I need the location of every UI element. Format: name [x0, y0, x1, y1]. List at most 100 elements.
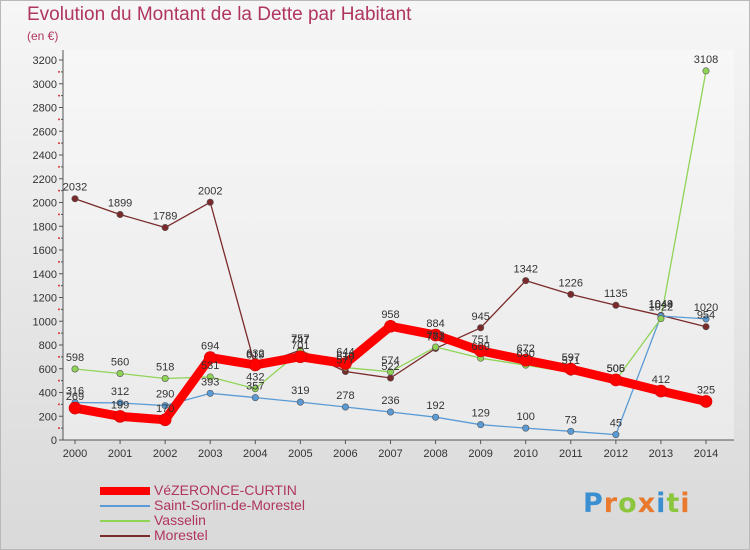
legend-label: Saint-Sorlin-de-Morestel [154, 497, 305, 513]
series-point-0 [68, 401, 82, 415]
series-point-0 [609, 373, 623, 387]
series-point-1 [702, 315, 710, 323]
y-minor-dot [58, 142, 60, 145]
y-minor-dot [58, 118, 60, 121]
data-label: 1022 [649, 302, 673, 314]
data-label: 531 [201, 360, 219, 372]
data-label: 632 [246, 348, 264, 360]
data-label: 1342 [513, 264, 537, 276]
proxiti-logo: Proxiti [583, 488, 691, 519]
y-minor-dot [58, 260, 60, 263]
series-point-1 [522, 424, 530, 432]
series-point-3 [702, 323, 710, 331]
series-point-3 [522, 277, 530, 285]
data-label: 694 [201, 341, 219, 353]
data-label: 597 [562, 352, 580, 364]
series-point-0 [474, 344, 487, 358]
series-point-2 [161, 374, 169, 382]
y-minor-dot [58, 284, 60, 287]
data-label: 1226 [559, 277, 583, 289]
data-label: 757 [291, 333, 309, 345]
y-minor-dot [58, 403, 60, 406]
data-label: 783 [426, 330, 444, 342]
data-label: 3108 [694, 54, 718, 66]
series-point-0 [339, 357, 352, 370]
y-minor-dot [58, 213, 60, 216]
x-tick-label: 2010 [513, 448, 537, 460]
data-label: 619 [246, 349, 264, 361]
series-point-2 [251, 385, 259, 393]
data-label: 945 [471, 311, 489, 323]
y-minor-dot [58, 427, 60, 430]
y-minor-dot [58, 379, 60, 382]
series-point-2 [116, 369, 124, 377]
logo-letter: t [666, 488, 681, 519]
series-point-3 [71, 195, 79, 203]
x-tick-label: 2013 [649, 448, 673, 460]
data-label: 357 [246, 381, 264, 393]
data-label: 1135 [604, 288, 628, 300]
series-point-3 [161, 224, 169, 232]
series-point-1 [386, 408, 394, 416]
series-point-1 [116, 399, 124, 407]
series-point-0 [654, 384, 668, 398]
chart-subtitle: (en €) [27, 29, 59, 43]
data-label: 506 [607, 363, 625, 375]
logo-letter: P [583, 488, 604, 519]
x-tick-label: 2003 [198, 448, 222, 460]
x-tick-label: 2012 [604, 448, 628, 460]
data-label: 598 [66, 352, 84, 364]
data-label: 199 [111, 399, 129, 411]
series-point-3 [477, 324, 485, 332]
series-point-1 [161, 402, 169, 410]
series-point-2 [206, 373, 214, 381]
line-chart: 0 200 400 600 800 1000 1200 1400 1600 1800 2000 220… [33, 50, 734, 460]
data-label: 393 [201, 376, 219, 388]
chart-title: Evolution du Montant de la Dette par Hab… [27, 4, 412, 25]
y-minor-dot [58, 94, 60, 97]
series-point-0 [429, 328, 442, 342]
y-tick-label: 200 [39, 411, 57, 423]
series-point-0 [519, 353, 533, 367]
series-point-1 [206, 389, 214, 397]
data-label: 689 [471, 341, 489, 353]
series-point-3 [116, 210, 124, 218]
data-label: 560 [111, 357, 129, 369]
data-label: 701 [291, 340, 309, 352]
logo-letter: i [680, 488, 691, 519]
data-label: 571 [562, 355, 580, 367]
legend-swatch [100, 520, 150, 522]
series-point-2 [657, 315, 665, 323]
legend-label: Morestel [154, 527, 208, 543]
series-point-0 [294, 350, 307, 364]
y-minor-dot [58, 355, 60, 358]
data-label: 954 [697, 310, 715, 322]
data-label: 290 [156, 389, 174, 401]
y-tick-label: 1800 [33, 221, 57, 233]
logo-letter: r [603, 488, 619, 519]
data-label: 1899 [108, 197, 132, 209]
y-tick-label: 3200 [33, 55, 57, 67]
data-label: 577 [336, 354, 354, 366]
series-point-1 [477, 421, 485, 429]
y-tick-label: 600 [39, 364, 57, 376]
series-point-3 [612, 301, 620, 309]
data-label: 129 [471, 408, 489, 420]
data-label: 518 [156, 361, 174, 373]
legend-label: VéZERONCE-CURTIN [154, 482, 297, 498]
data-label: 747 [291, 334, 309, 346]
y-tick-label: 1400 [33, 269, 57, 281]
series-point-3 [206, 198, 214, 206]
data-label: 432 [246, 372, 264, 384]
data-label: 100 [517, 411, 535, 423]
legend-swatch [100, 535, 150, 537]
data-label: 1789 [153, 211, 177, 223]
x-tick-label: 2008 [423, 448, 447, 460]
data-label: 958 [381, 309, 399, 321]
data-label: 522 [381, 361, 399, 373]
series-point-2 [702, 67, 710, 75]
data-label: 73 [565, 414, 577, 426]
y-tick-label: 2600 [33, 126, 57, 138]
y-tick-label: 400 [39, 388, 57, 400]
y-minor-dot [58, 332, 60, 335]
